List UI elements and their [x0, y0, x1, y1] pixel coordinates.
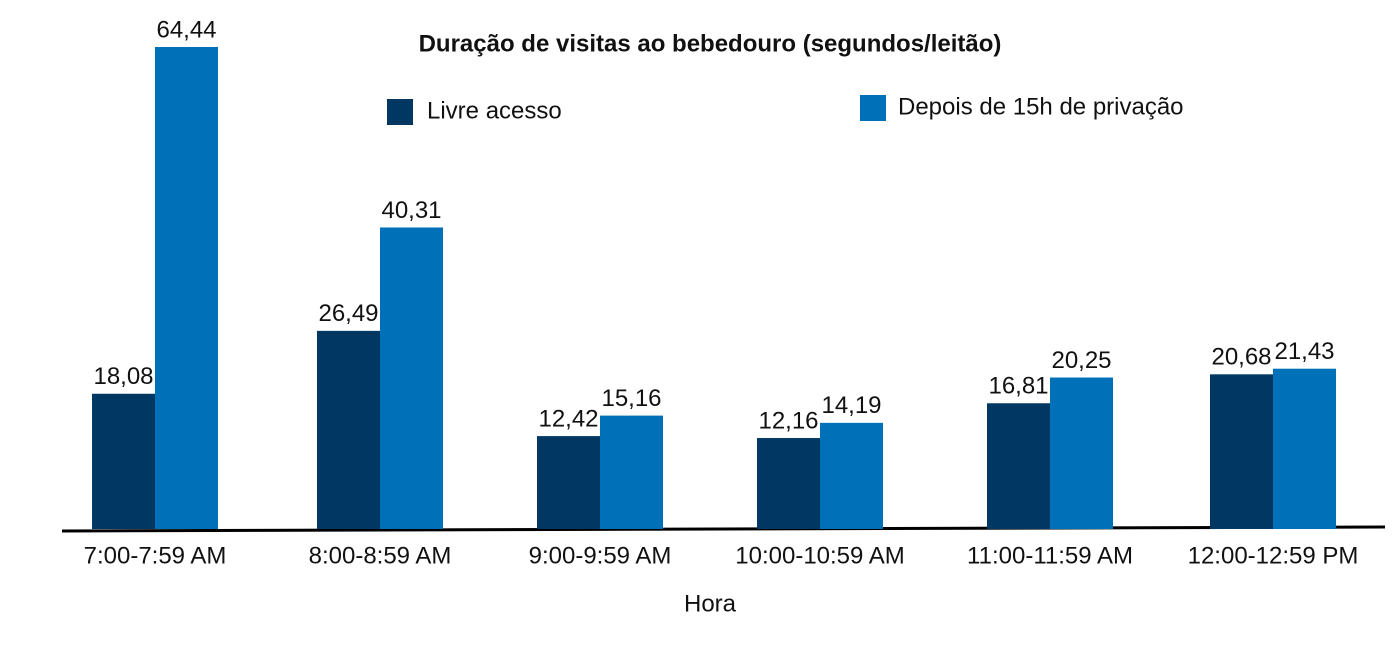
bar	[1273, 368, 1336, 529]
bar	[600, 415, 663, 529]
value-label: 64,44	[156, 16, 216, 43]
x-tick-label: 9:00-9:59 AM	[529, 542, 672, 569]
value-label: 20,68	[1211, 344, 1271, 371]
x-tick-label: 7:00-7:59 AM	[84, 542, 227, 569]
value-label: 12,42	[538, 405, 598, 432]
value-label: 14,19	[821, 392, 881, 419]
bar	[820, 422, 883, 529]
value-label: 40,31	[381, 197, 441, 224]
bar	[380, 227, 443, 529]
x-tick-label: 10:00-10:59 AM	[735, 542, 904, 569]
bar	[757, 438, 820, 529]
bar	[92, 393, 155, 529]
legend-label: Depois de 15h de privação	[898, 93, 1184, 120]
chart-title: Duração de visitas ao bebedouro (segundo…	[419, 30, 1002, 57]
value-label: 15,16	[601, 385, 661, 412]
legend-label: Livre acesso	[427, 97, 562, 124]
x-tick-label: 11:00-11:59 AM	[967, 542, 1133, 569]
x-axis-label: Hora	[684, 590, 737, 617]
bar	[1050, 377, 1113, 529]
bar	[537, 436, 600, 529]
x-axis	[61, 525, 1386, 533]
bar	[1210, 374, 1273, 529]
x-tick-label: 12:00-12:59 PM	[1188, 542, 1359, 569]
legend-swatch	[387, 99, 413, 125]
value-label: 12,16	[758, 407, 818, 434]
legend-swatch	[860, 95, 886, 121]
value-label: 18,08	[93, 363, 153, 390]
bar	[987, 403, 1050, 529]
x-tick-label: 8:00-8:59 AM	[309, 542, 452, 569]
bar	[155, 46, 218, 529]
value-label: 21,43	[1274, 338, 1334, 365]
value-label: 16,81	[988, 373, 1048, 400]
bar	[317, 330, 380, 529]
value-label: 20,25	[1051, 347, 1111, 374]
value-label: 26,49	[318, 300, 378, 327]
